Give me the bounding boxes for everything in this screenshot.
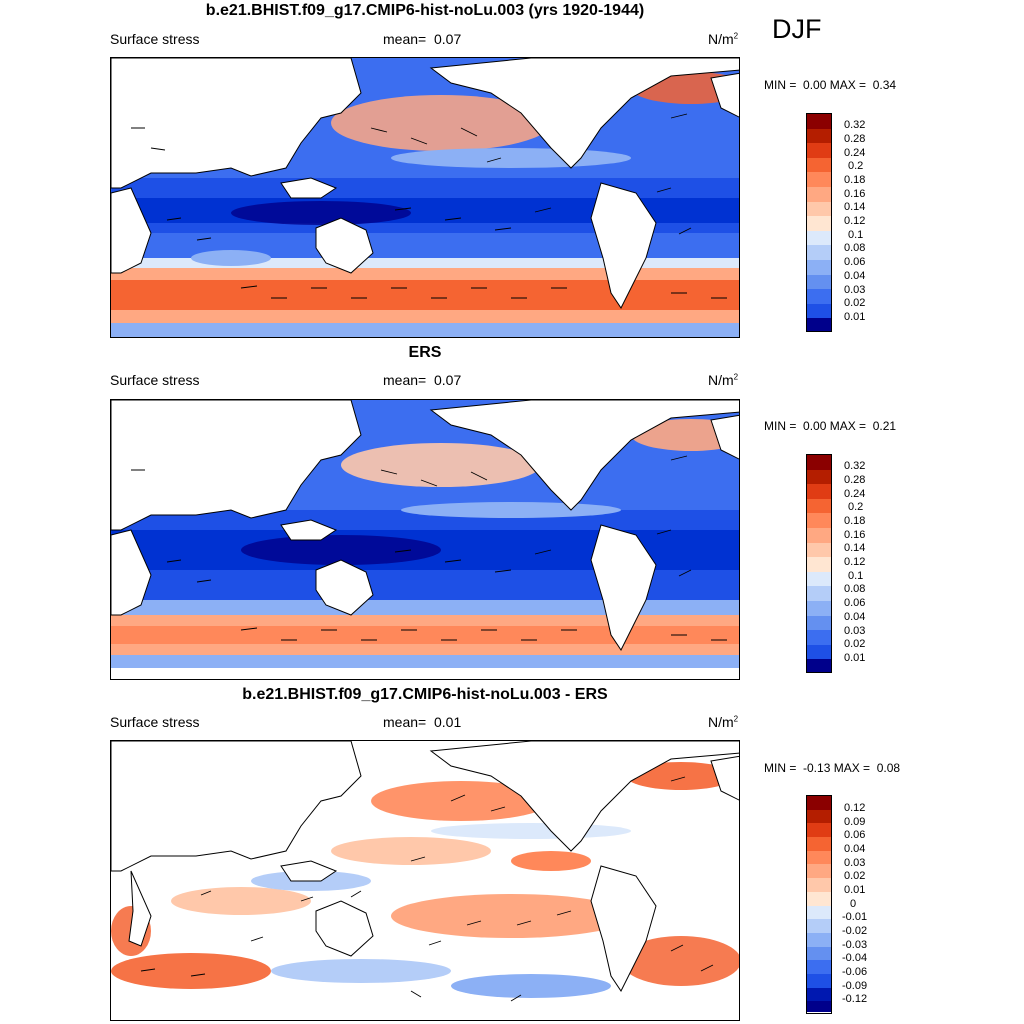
panel2-cbar-label: 0.08 — [844, 583, 866, 595]
panel1-mean-value: 0.07 — [433, 31, 462, 47]
panel1-cbar-label: 0.01 — [844, 311, 866, 323]
panel3-mean-value: 0.01 — [433, 714, 462, 730]
season-label: DJF — [772, 14, 822, 44]
panel2-wind-vectors — [131, 455, 727, 641]
panel2-max-value: 0.21 — [872, 419, 897, 433]
panel2-cbar-label: 0.32 — [844, 460, 866, 472]
panel2-cbar-label: 0.18 — [844, 515, 866, 527]
panel2-cbar-label: 0.1 — [848, 570, 864, 582]
panel1-cbar-label: 0.32 — [844, 119, 866, 131]
panel1-cbar-label: 0.2 — [848, 160, 864, 172]
panel1-title: b.e21.BHIST.f09_g17.CMIP6-hist-noLu.003 … — [205, 2, 645, 19]
panel2-cbar-label: 0.16 — [844, 529, 866, 541]
panel3-cbar-label: -0.04 — [842, 952, 868, 964]
panel3-map-svg — [111, 741, 739, 1020]
panel3-cbar-label: 0.03 — [844, 857, 866, 869]
panel2-cbar-label: 0.14 — [844, 542, 866, 554]
panel3-cbar-label: 0.04 — [844, 843, 866, 855]
panel1-wind-vectors — [131, 113, 727, 299]
panel3-wind-vectors — [140, 776, 714, 1002]
panel3-cbar-label: -0.06 — [842, 966, 868, 978]
panel1-cbar-label: 0.16 — [844, 188, 866, 200]
panel2-cbar-label: 0.03 — [844, 625, 866, 637]
panel3-map — [110, 740, 740, 1021]
panel2-mean: mean= 0.07 — [383, 372, 461, 388]
panel1-mean-label: mean= — [383, 31, 427, 47]
panel1-cbar-label: 0.12 — [844, 215, 866, 227]
panel1-units: N/m2 — [708, 31, 738, 47]
panel1-cbar-label: 0.24 — [844, 147, 866, 159]
panel3-max-value: 0.08 — [876, 761, 901, 775]
panel1-max-label: MAX = — [829, 78, 867, 92]
panel1-min-value: 0.00 — [803, 78, 827, 92]
panel2-min-label: MIN = — [764, 419, 797, 433]
panel2-max-label: MAX = — [829, 419, 867, 433]
panel2-map-svg — [111, 400, 739, 679]
panel3-cbar-label: -0.03 — [842, 939, 868, 951]
panel2-variable: Surface stress — [110, 372, 200, 388]
panel1-minmax: MIN = 0.00 MAX = 0.34 — [764, 78, 896, 92]
panel1-map-svg — [111, 58, 739, 337]
panel3-units: N/m2 — [708, 714, 738, 730]
panel2-min-value: 0.00 — [803, 419, 827, 433]
panel2-cbar-label: 0.04 — [844, 611, 866, 623]
panel2-cbar-label: 0.02 — [844, 638, 866, 650]
panel1-min-label: MIN = — [764, 78, 797, 92]
panel3-min-label: MIN = — [764, 761, 797, 775]
panel2-map — [110, 399, 740, 680]
panel3-cbar-label: 0.01 — [844, 884, 866, 896]
panel2-units-text: N/m — [708, 372, 734, 388]
panel3-variable: Surface stress — [110, 714, 200, 730]
panel3-cbar-label: 0.12 — [844, 802, 866, 814]
panel2-minmax: MIN = 0.00 MAX = 0.21 — [764, 419, 896, 433]
panel3-min-value: -0.13 — [803, 761, 831, 775]
panel3-mean: mean= 0.01 — [383, 714, 461, 730]
panel3-cbar-label: -0.01 — [842, 911, 868, 923]
panel1-colorbar — [806, 113, 832, 332]
panel1-cbar-label: 0.28 — [844, 133, 866, 145]
panel2-mean-label: mean= — [383, 372, 427, 388]
panel2-cbar-label: 0.2 — [848, 501, 864, 513]
panel3-units-text: N/m — [708, 714, 734, 730]
panel1-max-value: 0.34 — [872, 78, 897, 92]
panel2-mean-value: 0.07 — [433, 372, 462, 388]
panel1-mean: mean= 0.07 — [383, 31, 461, 47]
panel3-cbar-label: -0.02 — [842, 925, 868, 937]
panel1-cbar-label: 0.02 — [844, 297, 866, 309]
panel3-cbar-label: -0.09 — [842, 980, 868, 992]
panel1-units-text: N/m — [708, 31, 734, 47]
panel3-cbar-label: 0 — [850, 898, 857, 910]
panel3-cbar-label: -0.12 — [842, 993, 868, 1005]
panel1-variable: Surface stress — [110, 31, 200, 47]
panel2-units-sup: 2 — [733, 372, 739, 382]
panel1-cbar-label: 0.03 — [844, 284, 866, 296]
panel2-cbar-label: 0.28 — [844, 474, 866, 486]
panel3-cbar-label: 0.09 — [844, 816, 866, 828]
panel1-cbar-label: 0.18 — [844, 174, 866, 186]
panel1-cbar-label: 0.06 — [844, 256, 866, 268]
panel2-units: N/m2 — [708, 372, 738, 388]
panel1-cbar-label: 0.1 — [848, 229, 864, 241]
panel2-colorbar — [806, 454, 832, 673]
panel3-cbar-label: 0.06 — [844, 829, 866, 841]
panel2-cbar-label: 0.06 — [844, 597, 866, 609]
panel3-cbar-label: 0.02 — [844, 870, 866, 882]
panel2-cbar-label: 0.12 — [844, 556, 866, 568]
panel3-units-sup: 2 — [733, 714, 739, 724]
panel2-title: ERS — [408, 344, 442, 361]
panel1-cbar-label: 0.04 — [844, 270, 866, 282]
panel3-title: b.e21.BHIST.f09_g17.CMIP6-hist-noLu.003 … — [242, 686, 608, 703]
panel3-colorbar — [806, 795, 832, 1014]
panel3-mean-label: mean= — [383, 714, 427, 730]
panel3-minmax: MIN = -0.13 MAX = 0.08 — [764, 761, 900, 775]
panel2-cbar-label: 0.24 — [844, 488, 866, 500]
panel2-cbar-label: 0.01 — [844, 652, 866, 664]
panel1-map — [110, 57, 740, 338]
panel1-cbar-label: 0.14 — [844, 201, 866, 213]
panel1-cbar-label: 0.08 — [844, 242, 866, 254]
panel1-units-sup: 2 — [733, 31, 739, 41]
panel3-max-label: MAX = — [833, 761, 871, 775]
